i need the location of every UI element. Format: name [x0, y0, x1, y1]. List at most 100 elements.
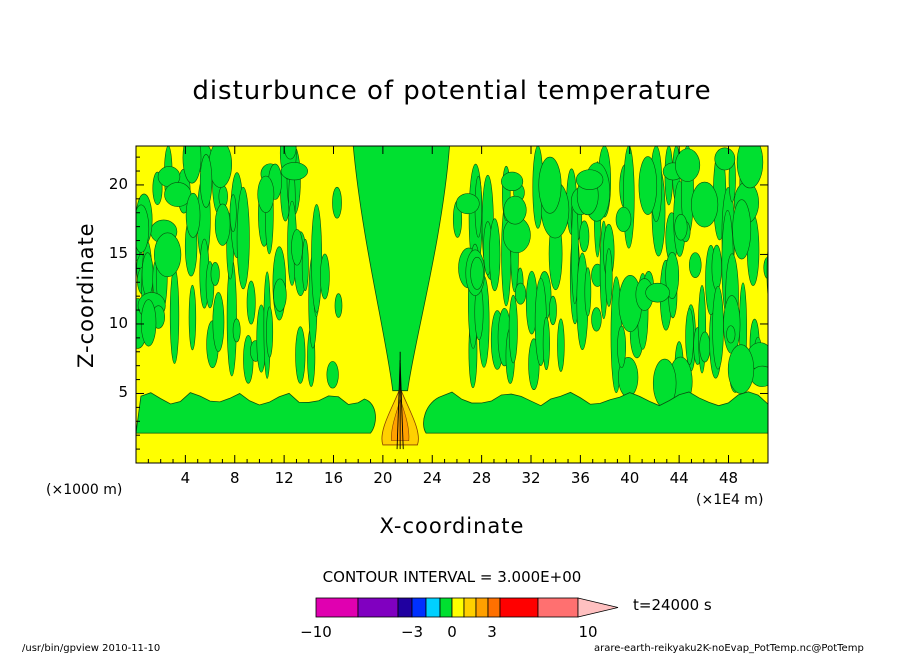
green-patch [723, 295, 741, 354]
x-unit-left: (×1000 m) [46, 482, 123, 498]
axis-ticks [136, 146, 768, 463]
x-tick-label: 44 [669, 469, 689, 487]
colorbar-time-label: t=24000 s [633, 596, 712, 614]
colorbar-segment [397, 597, 413, 618]
colorbar-segment [439, 597, 453, 618]
green-patch [675, 148, 701, 182]
x-tick-label: 20 [373, 469, 393, 487]
green-streak [212, 292, 225, 352]
green-streak [311, 204, 323, 313]
green-patch [732, 199, 752, 260]
green-patch [214, 203, 231, 246]
y-tick-label: 10 [108, 313, 128, 332]
green-streak [605, 248, 613, 307]
colorbar-tick-label: −10 [300, 623, 332, 641]
green-streak [508, 294, 518, 364]
green-streak [229, 194, 237, 233]
green-streak [188, 284, 197, 351]
x-tick-label: 40 [620, 469, 640, 487]
green-patch [575, 169, 604, 190]
green-streak [210, 262, 220, 286]
green-patch [501, 171, 524, 192]
green-patch [140, 299, 157, 347]
green-patch [455, 193, 480, 215]
green-streak [169, 267, 180, 364]
central-plume [352, 146, 450, 392]
colorbar-segment [425, 597, 441, 618]
colorbar-segment [475, 597, 489, 618]
green-streak [584, 267, 592, 317]
y-axis-label: Z-coordinate [74, 222, 98, 368]
green-streak [236, 186, 250, 290]
green-streak [711, 244, 722, 291]
green-streak [591, 307, 602, 332]
green-streak [273, 278, 287, 312]
green-patch [185, 192, 201, 238]
green-patch [617, 325, 626, 369]
x-tick-label: 12 [274, 469, 294, 487]
plot-area [136, 146, 768, 463]
green-patch [615, 206, 632, 233]
lower-band-left [136, 392, 376, 434]
green-streak [557, 318, 565, 372]
green-streaks [136, 146, 768, 409]
green-streak [549, 295, 557, 326]
green-patch [154, 232, 182, 278]
green-patch [638, 156, 658, 215]
x-tick-label: 8 [229, 469, 240, 487]
green-streak [232, 318, 241, 343]
green-patch [674, 213, 688, 241]
chart-title: disturbunce of potential temperature [192, 76, 712, 106]
green-streak [266, 306, 274, 358]
contour-filament [396, 360, 401, 450]
x-tick-label: 24 [422, 469, 442, 487]
green-streak [332, 186, 342, 219]
plot-frame [135, 145, 769, 464]
colorbar-tick-label: 0 [447, 623, 457, 641]
lower-band-right [423, 391, 768, 434]
green-streak [712, 286, 724, 370]
green-streak [542, 316, 550, 371]
green-patch [257, 175, 275, 213]
green-streak [766, 246, 768, 299]
green-patch [736, 146, 764, 189]
x-axis-label: X-coordinate [379, 514, 525, 538]
green-streak [579, 220, 590, 253]
green-streak [141, 252, 154, 297]
green-patch [208, 146, 233, 188]
y-tick-label: 15 [108, 244, 128, 263]
green-streak [489, 218, 501, 292]
y-tick-label: 20 [108, 174, 128, 193]
x-tick-label: 28 [472, 469, 492, 487]
green-patch [199, 154, 213, 208]
y-tick-label: 5 [118, 383, 128, 402]
colorbar [315, 597, 619, 618]
x-tick-label: 4 [180, 469, 191, 487]
green-patch [538, 156, 562, 214]
colorbar-tick-label: 3 [487, 623, 497, 641]
contour-interval: CONTOUR INTERVAL = 3.000E+00 [322, 568, 582, 586]
green-streak [246, 280, 256, 325]
x-unit-right: (×1E4 m) [696, 492, 764, 508]
colorbar-segment [463, 597, 477, 618]
green-patch [714, 147, 736, 171]
green-patch [665, 252, 680, 300]
contour-filament [399, 362, 404, 450]
green-streak [320, 253, 330, 300]
green-patch [284, 146, 297, 160]
green-patch [750, 365, 768, 387]
green-streak [301, 238, 309, 292]
colorbar-tick-label: −3 [400, 623, 424, 641]
x-tick-label: 36 [570, 469, 590, 487]
green-streak [243, 334, 254, 384]
x-tick-label: 16 [323, 469, 344, 487]
colorbar-segment [451, 597, 465, 618]
footer-left: /usr/bin/gpview 2010-11-10 [22, 643, 161, 654]
green-patch [182, 146, 202, 184]
x-tick-label: 32 [521, 469, 541, 487]
green-streak [689, 252, 702, 278]
colorbar-segment [499, 597, 539, 618]
green-patch [691, 181, 719, 228]
green-streak [514, 282, 527, 305]
